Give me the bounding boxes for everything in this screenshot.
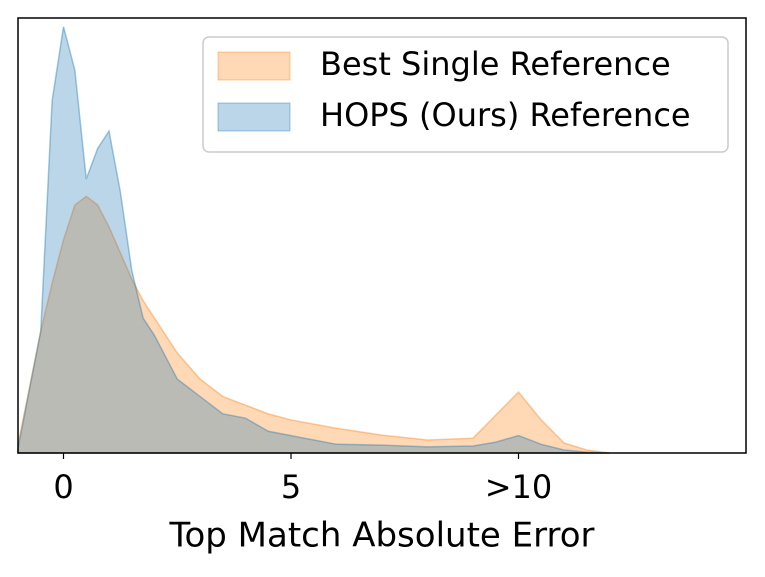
- x-tick-label: 5: [281, 468, 301, 506]
- x-tick-label: >10: [485, 468, 553, 506]
- x-tick-label: 0: [53, 468, 73, 506]
- legend-label: HOPS (Ours) Reference: [320, 96, 691, 134]
- legend-swatch: [217, 102, 291, 132]
- plot-frame: [17, 17, 747, 454]
- area: [17, 195, 610, 454]
- legend-box: [202, 36, 729, 153]
- area: [17, 26, 610, 454]
- legend-swatch: [217, 51, 291, 81]
- x-axis-label: Top Match Absolute Error: [168, 516, 594, 556]
- legend-label: Best Single Reference: [320, 45, 671, 83]
